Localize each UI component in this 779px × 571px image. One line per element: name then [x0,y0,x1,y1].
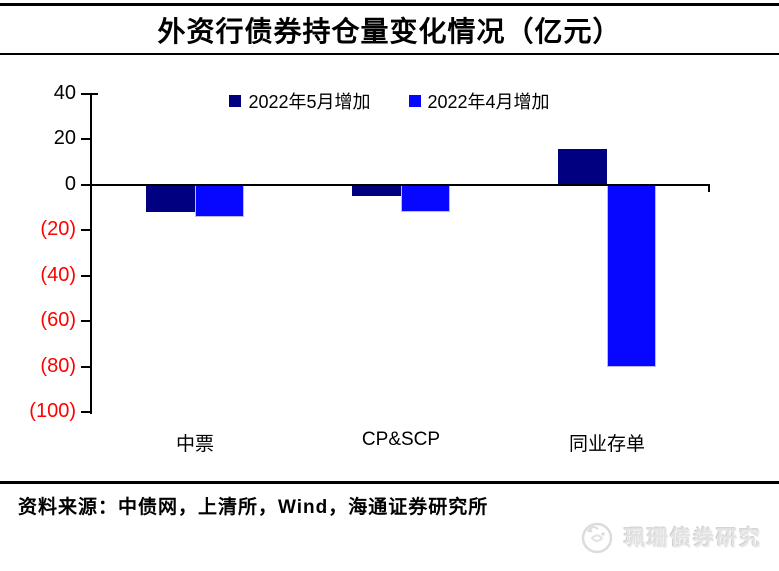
y-axis-tick-label: 40 [53,82,76,104]
y-axis-tick-label: (80) [40,355,76,377]
y-axis-tick-label: 20 [53,127,76,149]
x-axis-category-label: 中票 [175,434,214,455]
chart-legend: 2022年5月增加 2022年4月增加 [0,88,779,114]
bar-series-1-中票 [195,185,244,217]
y-axis-tick-label: 0 [64,173,76,195]
y-axis-tick [81,229,90,231]
x-axis-line [92,184,710,186]
y-axis-tick-label: (60) [40,309,76,331]
bar-series-0-中票 [146,185,195,212]
brand-watermark-text: 珮珊债券研究 [624,527,762,550]
bar-series-0-同业存单 [558,149,607,185]
source-note: 资料来源：中债网，上清所，Wind，海通证券研究所 [18,497,489,518]
legend-swatch-april-icon [408,95,421,107]
y-axis-line [90,93,92,414]
brand-watermark: 珮珊债券研究 [578,518,762,556]
x-axis-end-tick [708,186,710,192]
y-axis-top-cross-tick [92,93,98,95]
bar-series-0-CP&SCP [352,185,401,196]
y-axis-tick [81,184,90,186]
x-axis-category-label: CP&SCP [361,429,441,450]
bar-series-1-CP&SCP [401,185,450,212]
legend-item-may: 2022年5月增加 [229,88,371,114]
chart-bottom-rule [0,481,779,484]
y-axis-tick [81,366,90,368]
y-axis-tick-label: (40) [40,264,76,286]
bar-series-1-同业存单 [607,185,656,367]
title-top-rule [0,3,779,6]
y-axis-tick-label: (20) [40,218,76,240]
y-axis-tick [81,93,90,95]
y-axis-tick [81,320,90,322]
x-axis-category-label: 同业存单 [568,434,645,455]
legend-label-may: 2022年5月增加 [248,92,371,112]
chart-title: 外资行债券持仓量变化情况（亿元） [157,16,622,47]
y-axis-tick [81,411,90,413]
y-axis-tick [81,275,90,277]
brand-logo-icon [581,522,613,554]
title-bottom-rule [0,53,779,55]
legend-swatch-may-icon [229,95,242,107]
legend-label-april: 2022年4月增加 [427,92,550,112]
y-axis-tick-label: (100) [29,400,76,422]
legend-item-april: 2022年4月增加 [408,88,550,114]
y-axis-tick [81,138,90,140]
